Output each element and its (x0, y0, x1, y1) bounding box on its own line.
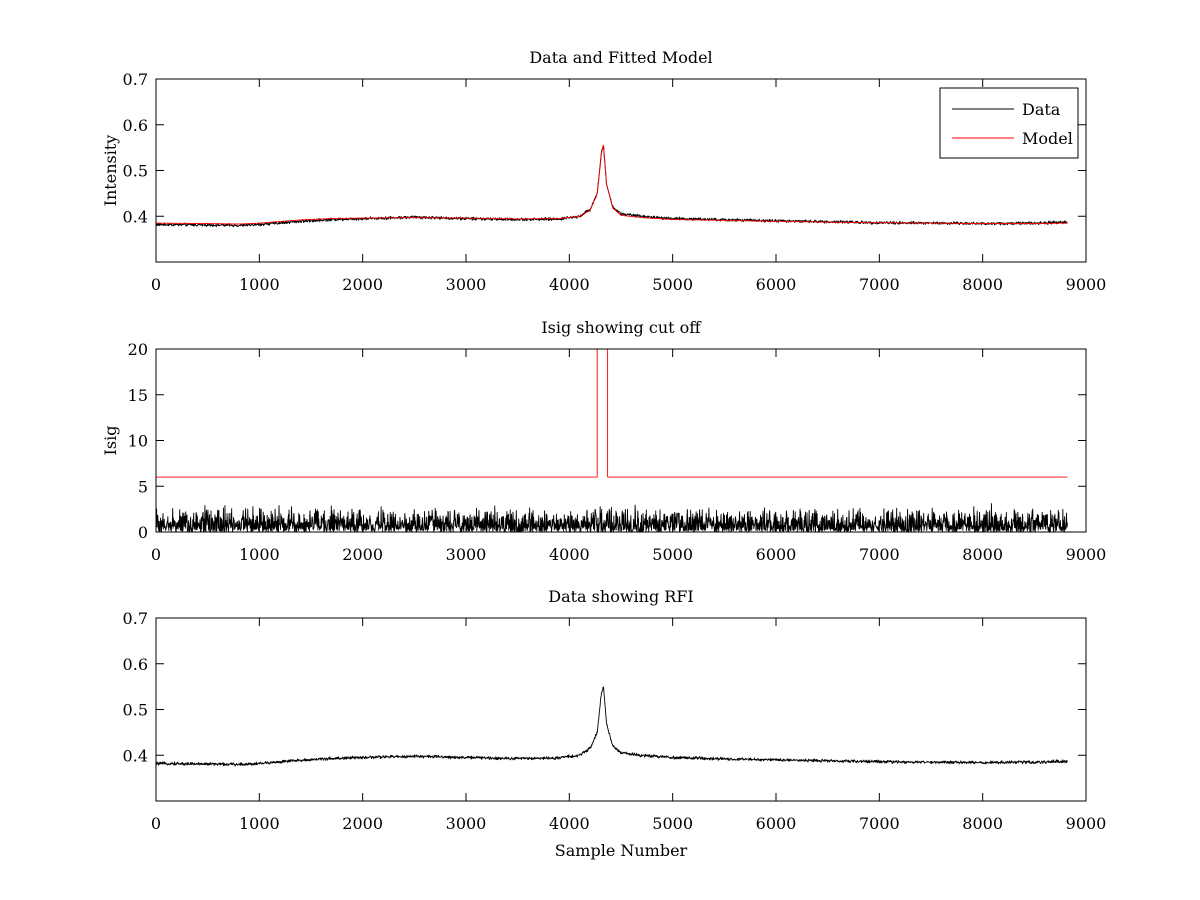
x-tick-label: 9000 (1066, 814, 1107, 833)
series-red-line (156, 349, 1068, 478)
y-tick-label: 0.7 (123, 609, 148, 628)
y-axis-label: Intensity (101, 135, 120, 207)
x-tick-label: 2000 (342, 275, 383, 294)
x-tick-label: 1000 (239, 814, 280, 833)
x-tick-label: 8000 (962, 814, 1003, 833)
y-tick-label: 0 (138, 523, 148, 542)
x-tick-label: 4000 (549, 275, 590, 294)
y-tick-label: 0.5 (123, 701, 148, 720)
x-tick-label: 6000 (756, 275, 797, 294)
x-tick-label: 9000 (1066, 545, 1107, 564)
x-tick-label: 0 (151, 814, 161, 833)
x-axis-label: Sample Number (555, 841, 688, 860)
y-tick-label: 0.6 (123, 655, 148, 674)
plot-area (156, 144, 1068, 228)
x-tick-label: 5000 (652, 814, 693, 833)
x-tick-label: 3000 (446, 275, 487, 294)
x-tick-label: 0 (151, 275, 161, 294)
y-tick-label: 10 (128, 432, 148, 451)
x-tick-label: 8000 (962, 545, 1003, 564)
legend: Data Model (939, 87, 1079, 159)
plot-area (156, 349, 1068, 532)
y-tick-label: 0.6 (123, 116, 148, 135)
subplot-data-and-fitted-model: 0 1000 2000 3000 4000 5000 6000 7000 8000 9000 0.4… (101, 48, 1106, 294)
subplot-isig-showing-cut-off: 0 1000 2000 3000 4000 5000 6000 7000 8000 9000 0 5 1… (101, 318, 1106, 564)
x-tick-label: 7000 (859, 275, 900, 294)
y-tick-label: 0.5 (123, 162, 148, 181)
series-black-line (156, 503, 1068, 532)
x-tick-label: 5000 (652, 545, 693, 564)
series-data (156, 145, 1068, 228)
x-tick-label: 7000 (859, 545, 900, 564)
x-tick-label: 4000 (549, 814, 590, 833)
x-tick-label: 2000 (342, 545, 383, 564)
x-tick-label: 9000 (1066, 275, 1107, 294)
plot-area (156, 686, 1068, 767)
x-tick-label: 0 (151, 545, 161, 564)
y-tick-label: 5 (138, 477, 148, 496)
y-tick-label: 0.4 (123, 746, 148, 765)
legend-label-data: Data (1022, 100, 1061, 119)
x-tick-label: 3000 (446, 545, 487, 564)
x-tick-label: 1000 (239, 545, 280, 564)
chart-title: Data and Fitted Model (529, 48, 712, 67)
series-model (156, 144, 1068, 225)
y-tick-label: 0.7 (123, 70, 148, 89)
y-tick-label: 0.4 (123, 207, 148, 226)
legend-label-model: Model (1022, 129, 1073, 148)
subplot-data-showing-rfi: 0 1000 2000 3000 4000 5000 6000 7000 8000 9000 0.4… (123, 587, 1107, 860)
x-tick-label: 8000 (962, 275, 1003, 294)
x-tick-label: 2000 (342, 814, 383, 833)
x-tick-label: 6000 (756, 814, 797, 833)
x-tick-label: 5000 (652, 275, 693, 294)
y-axis-label: Isig (101, 426, 120, 456)
x-tick-label: 4000 (549, 545, 590, 564)
series-black-line (156, 686, 1068, 767)
x-tick-label: 7000 (859, 814, 900, 833)
x-tick-label: 3000 (446, 814, 487, 833)
x-tick-label: 6000 (756, 545, 797, 564)
y-tick-label: 15 (128, 386, 148, 405)
axes-frame (155, 348, 1087, 533)
y-tick-label: 20 (128, 340, 148, 359)
chart-title: Data showing RFI (548, 587, 693, 606)
x-tick-label: 1000 (239, 275, 280, 294)
axes-frame (155, 617, 1087, 802)
chart-title: Isig showing cut off (541, 318, 702, 337)
